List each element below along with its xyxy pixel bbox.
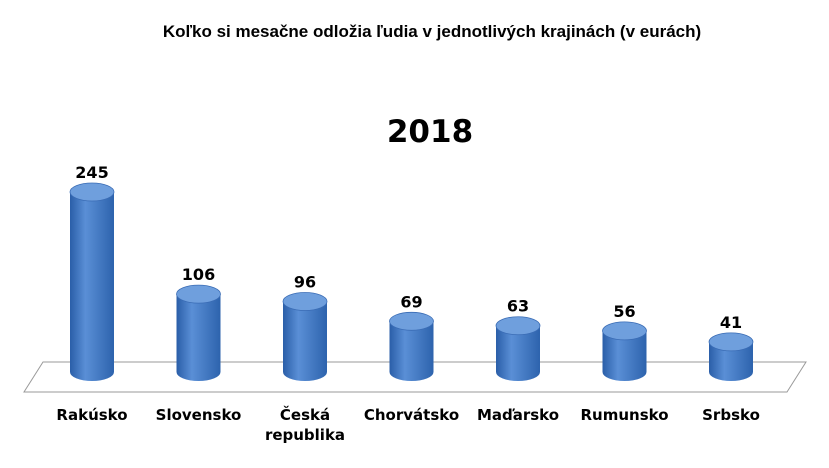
bar-body [176,294,221,381]
bar-body [389,321,434,381]
bar-body [496,325,540,381]
bar-2 [176,284,221,381]
data-label: 56 [613,302,635,321]
data-label: 69 [400,292,422,311]
chart-title: Koľko si mesačne odložia ľudia v jednotl… [163,22,701,41]
category-label: Rakúsko [56,406,127,424]
chart-subtitle: 2018 [387,114,473,150]
bar-body [709,341,753,381]
bar-4 [389,311,434,381]
category-label: Srbsko [702,406,760,424]
bar-body [70,192,114,381]
bar-top [708,332,754,352]
category-label: Maďarsko [477,406,559,424]
data-label: 41 [720,313,742,332]
bars-group [69,182,754,381]
bar-body [283,301,327,381]
category-label: Česká republika [265,405,345,444]
bar-top [176,284,221,304]
bar-5 [495,316,541,381]
bar-top [495,316,541,336]
value-labels-group: 245 106 96 69 63 56 41 [75,163,742,332]
bar-top [389,311,434,331]
bar-top [69,182,115,202]
bar-3 [282,292,328,381]
bar-1 [69,182,115,381]
category-label: Rumunsko [580,406,668,424]
category-label: Chorvátsko [364,406,459,424]
category-label: Slovensko [156,406,242,424]
data-label: 245 [75,163,108,182]
data-label: 96 [294,272,316,291]
bar-7 [708,332,754,381]
bar-6 [602,321,647,381]
bar-body [602,330,647,381]
bar-top [282,292,328,311]
data-label: 63 [507,297,529,316]
category-labels-group: Rakúsko Slovensko Česká republika Chorvátsko… [56,405,759,444]
data-label: 106 [182,265,215,284]
bar-top [602,321,647,341]
